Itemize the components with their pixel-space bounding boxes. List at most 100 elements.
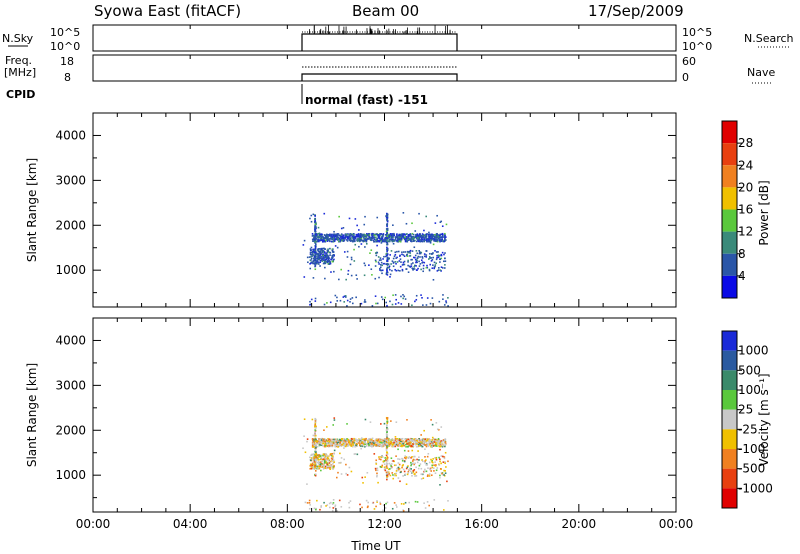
scatter-point (434, 465, 437, 467)
scatter-point (386, 263, 388, 265)
nave-label: Nave (747, 66, 775, 79)
scatter-point (411, 232, 414, 235)
scatter-point (363, 223, 366, 226)
y-tick-label: 3000 (55, 378, 86, 392)
scatter-point (436, 442, 439, 445)
scatter-point (414, 475, 416, 477)
scatter-point (389, 276, 391, 278)
scatter-point (434, 438, 437, 441)
scatter-point (368, 264, 370, 266)
scatter-point (309, 259, 312, 262)
scatter-point (368, 234, 371, 236)
scatter-point (386, 453, 389, 455)
scatter-point (423, 229, 425, 232)
scatter-point (412, 262, 414, 264)
scatter-point (341, 439, 343, 442)
scatter-point (412, 269, 414, 271)
scatter-point (380, 242, 383, 244)
scatter-point (325, 460, 328, 462)
scatter-point (428, 439, 430, 442)
x-axis-label: Time UT (350, 539, 401, 553)
scatter-point (401, 464, 404, 467)
scatter-point (322, 442, 325, 445)
scatter-point (424, 460, 426, 462)
scatter-point (435, 469, 438, 472)
scatter-point (416, 441, 418, 444)
scatter-point (420, 268, 422, 271)
scatter-point (437, 234, 440, 236)
scatter-point (336, 443, 339, 445)
colorbar-swatch (722, 253, 737, 276)
scatter-point (441, 236, 444, 239)
scatter-point (309, 467, 312, 470)
scatter-point (310, 466, 312, 468)
scatter-point (444, 260, 447, 263)
scatter-point (381, 237, 383, 240)
scatter-point (391, 438, 394, 440)
scatter-point (356, 238, 359, 240)
scatter-point (363, 440, 365, 443)
x-tick-label: 04:00 (173, 517, 208, 531)
scatter-point (411, 258, 413, 261)
scatter-point (320, 443, 322, 446)
scatter-point (387, 443, 390, 446)
scatter-point (342, 296, 345, 298)
scatter-point (390, 465, 392, 467)
scatter-point (420, 478, 423, 480)
scatter-point (396, 467, 399, 469)
scatter-point (394, 251, 397, 254)
scatter-point (332, 253, 335, 256)
scatter-point (319, 235, 322, 238)
scatter-point (371, 445, 373, 448)
scatter-point (415, 250, 418, 252)
scatter-point (382, 239, 384, 241)
scatter-point (389, 468, 391, 470)
scatter-point (394, 443, 396, 446)
scatter-point (402, 442, 404, 445)
scatter-point (439, 448, 441, 451)
scatter-point (430, 419, 432, 421)
scatter-point (362, 445, 365, 447)
scatter-point (388, 445, 390, 447)
scatter-point (437, 438, 440, 440)
scatter-point (374, 236, 377, 239)
scatter-point (343, 295, 346, 298)
scatter-point (350, 445, 353, 447)
scatter-point (331, 233, 333, 236)
scatter-point (346, 438, 348, 440)
scatter-point (431, 442, 434, 445)
scatter-point (332, 256, 334, 258)
scatter-point (375, 439, 378, 441)
scatter-point (423, 255, 426, 258)
scatter-point (339, 439, 342, 442)
scatter-point (344, 445, 347, 448)
scatter-point (370, 249, 373, 251)
scatter-point (336, 296, 338, 299)
scatter-point (445, 300, 447, 302)
scatter-point (412, 233, 415, 236)
scatter-point (412, 445, 414, 447)
scatter-point (440, 443, 443, 445)
scatter-point (315, 427, 317, 429)
scatter-point (319, 437, 322, 440)
scatter-point (315, 438, 317, 441)
scatter-point (330, 454, 333, 457)
scatter-point (399, 240, 401, 243)
scatter-point (378, 456, 380, 458)
scatter-point (418, 445, 420, 447)
scatter-point (419, 240, 422, 243)
scatter-point (343, 438, 346, 440)
scatter-point (341, 235, 344, 238)
scatter-point (304, 451, 307, 454)
scatter-point (318, 442, 321, 445)
scatter-point (392, 234, 394, 236)
scatter-point (380, 439, 383, 442)
scatter-point (347, 444, 350, 447)
scatter-point (397, 462, 400, 464)
scatter-point (417, 439, 420, 441)
scatter-point (403, 456, 406, 459)
scatter-point (409, 467, 411, 470)
scatter-point (346, 240, 349, 242)
scatter-point (386, 443, 389, 445)
